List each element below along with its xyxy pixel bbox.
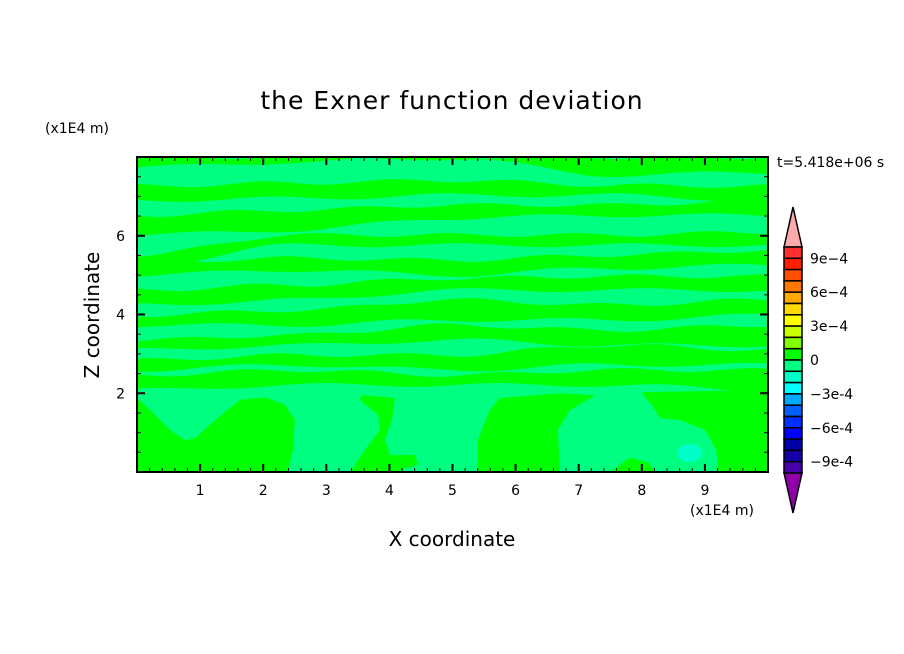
contour-band-positive <box>137 198 768 236</box>
x-tick-label: 8 <box>637 483 646 499</box>
x-tick-label: 2 <box>259 483 268 499</box>
x-tick-label: 9 <box>700 483 709 499</box>
time-annotation: t=5.418e+06 s <box>777 155 885 171</box>
colorbar-box <box>783 268 803 282</box>
contour-blob-positive <box>610 457 656 472</box>
x-axis-unit: (x1E4 m) <box>690 503 754 519</box>
contour-band-positive <box>137 368 768 392</box>
contour-spot-negative <box>677 444 703 463</box>
colorbar-box <box>783 393 803 406</box>
contour-band-positive <box>137 179 768 202</box>
colorbar-label: 6e−4 <box>810 285 848 301</box>
x-tick-label: 4 <box>385 483 394 499</box>
contour-band-positive <box>137 298 768 328</box>
contour-blob-positive <box>137 397 295 472</box>
colorbar-box <box>783 336 803 350</box>
colorbar-box <box>783 257 803 271</box>
colorbar-label: 0 <box>810 353 819 369</box>
contour-fills <box>137 157 768 472</box>
x-tick-label: 5 <box>448 483 457 499</box>
colorbar-box <box>783 291 803 305</box>
y-tick-label: 6 <box>116 229 125 245</box>
x-axis-label: X coordinate <box>388 527 516 551</box>
colorbar-box <box>783 302 803 316</box>
colorbar-box <box>783 325 803 339</box>
colorbar-label: −3e-4 <box>810 387 853 403</box>
contour-blob-positive <box>641 390 768 472</box>
colorbar-box <box>783 246 803 260</box>
x-tick-label: 6 <box>511 483 520 499</box>
colorbar-label: 3e−4 <box>810 319 848 335</box>
colorbar-box <box>783 314 803 327</box>
x-tick-label: 3 <box>322 483 331 499</box>
colorbar-label: −6e-4 <box>810 421 853 437</box>
y-axis-unit: (x1E4 m) <box>45 121 109 137</box>
contour-blob-positive <box>350 395 418 472</box>
contour-band-positive <box>137 274 768 306</box>
colorbar-box <box>783 404 803 418</box>
colorbar-label: −9e-4 <box>810 455 853 471</box>
x-tick-label: 1 <box>196 483 205 499</box>
colorbar-box <box>783 280 803 293</box>
x-tick-label: 7 <box>574 483 583 499</box>
colorbar-under-triangle <box>783 472 803 514</box>
colorbar-box <box>783 359 803 373</box>
contour-band-positive <box>137 250 768 277</box>
colorbar-box <box>783 449 803 463</box>
contour-band-positive <box>137 344 768 372</box>
chart-title: the Exner function deviation <box>260 86 644 115</box>
colorbar-box <box>783 381 803 395</box>
contour-band-positive <box>137 231 768 265</box>
y-tick-label: 2 <box>116 386 125 402</box>
colorbar-box <box>783 370 803 384</box>
y-tick-label: 4 <box>116 308 125 324</box>
colorbar-box <box>783 427 803 440</box>
colorbar-label: 9e−4 <box>810 251 848 267</box>
contour-band-positive <box>137 157 768 178</box>
colorbar-box <box>783 347 803 361</box>
colorbar-over-triangle <box>783 206 803 248</box>
contour-blob-positive <box>477 393 596 472</box>
colorbar-box <box>783 438 803 452</box>
contour-band-positive <box>137 323 768 350</box>
colorbar-box <box>783 415 803 429</box>
colorbar-box <box>783 460 803 474</box>
